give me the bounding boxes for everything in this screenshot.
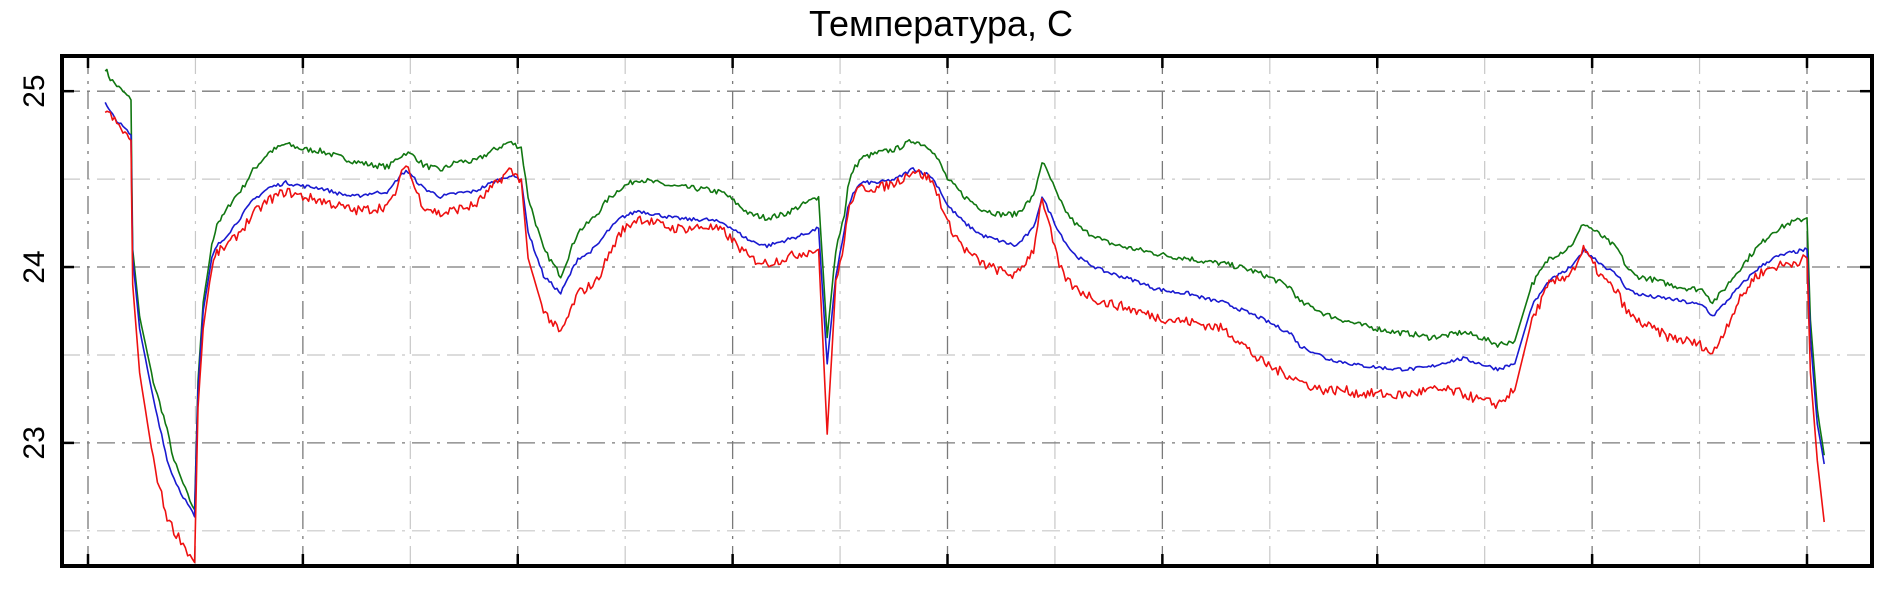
chart-ticks bbox=[62, 56, 1872, 566]
y-tick-label-2: 25 bbox=[18, 74, 51, 107]
plot-frame bbox=[60, 54, 1874, 568]
series-line-2 bbox=[104, 110, 1825, 564]
chart-grid bbox=[62, 56, 1872, 566]
y-tick-label-1: 24 bbox=[18, 250, 51, 283]
y-tick-label-0: 23 bbox=[18, 426, 51, 459]
chart-title: Температура, С bbox=[809, 3, 1073, 44]
series-line-0 bbox=[104, 68, 1825, 511]
y-tick-labels: 23 24 25 bbox=[18, 74, 51, 459]
series-line-1 bbox=[104, 102, 1825, 518]
plot-area bbox=[104, 68, 1825, 564]
